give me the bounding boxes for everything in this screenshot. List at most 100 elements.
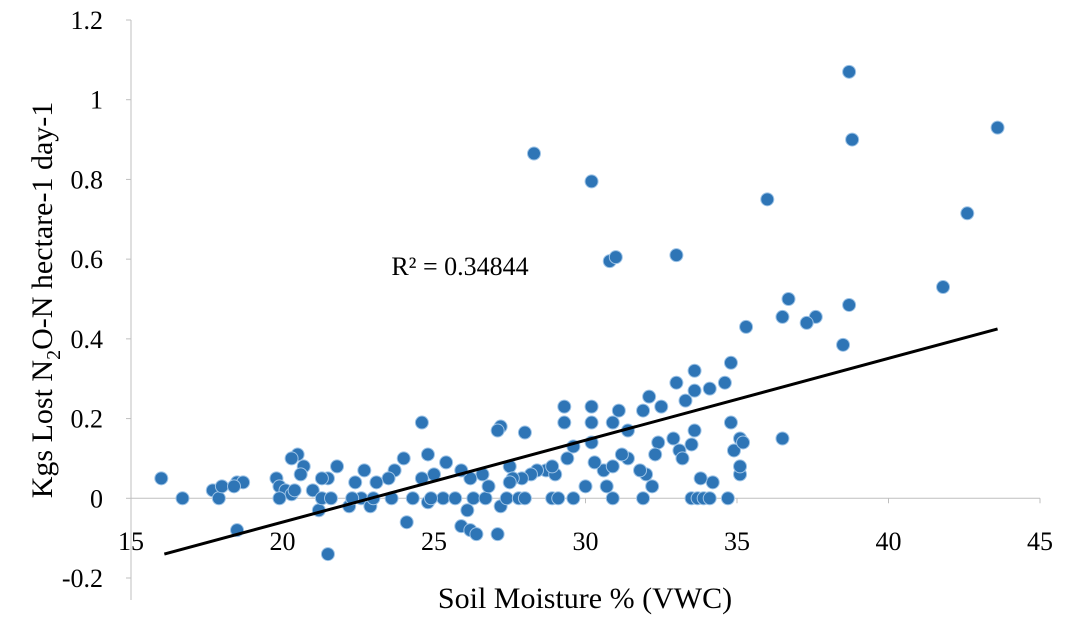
- data-point: [305, 483, 320, 498]
- data-point: [678, 393, 693, 408]
- data-point: [799, 315, 814, 330]
- data-point: [990, 120, 1005, 135]
- data-point: [420, 447, 435, 462]
- y-axis-label: Kgs Lost N2O-N hectare-1 day-1: [26, 102, 65, 499]
- data-point: [648, 447, 663, 462]
- x-tick-label: 15: [118, 527, 144, 556]
- data-point: [587, 455, 602, 470]
- data-point: [633, 463, 648, 478]
- data-point: [687, 363, 702, 378]
- data-point: [739, 319, 754, 334]
- x-tick-label: 35: [724, 527, 750, 556]
- data-point: [399, 515, 414, 530]
- y-label-part: Kgs Lost N: [26, 360, 59, 498]
- data-point: [357, 463, 372, 478]
- data-point: [423, 491, 438, 506]
- data-point: [651, 435, 666, 450]
- data-point: [636, 403, 651, 418]
- data-point: [211, 491, 226, 506]
- data-point: [566, 491, 581, 506]
- data-point: [396, 451, 411, 466]
- data-point: [466, 491, 481, 506]
- data-point: [693, 471, 708, 486]
- data-point: [369, 475, 384, 490]
- data-point: [960, 206, 975, 221]
- data-point: [214, 479, 229, 494]
- data-point: [323, 491, 338, 506]
- data-point: [348, 475, 363, 490]
- data-point: [611, 403, 626, 418]
- data-point: [557, 399, 572, 414]
- data-point: [836, 337, 851, 352]
- y-tick-label: 0.2: [71, 405, 104, 434]
- data-point: [545, 459, 560, 474]
- data-point: [499, 491, 514, 506]
- data-point: [605, 491, 620, 506]
- data-point: [642, 389, 657, 404]
- data-point: [330, 459, 345, 474]
- data-point: [175, 491, 190, 506]
- x-tick-label: 40: [876, 527, 902, 556]
- data-point: [526, 146, 541, 161]
- data-point: [460, 503, 475, 518]
- data-point: [227, 479, 242, 494]
- data-point: [490, 527, 505, 542]
- data-point: [560, 451, 575, 466]
- data-point: [405, 491, 420, 506]
- data-point: [669, 375, 684, 390]
- y-tick-label: 1: [90, 86, 103, 115]
- y-tick-label: 0.8: [71, 165, 104, 194]
- data-point: [605, 415, 620, 430]
- data-point: [733, 459, 748, 474]
- data-point: [723, 355, 738, 370]
- data-point: [599, 479, 614, 494]
- data-point: [557, 415, 572, 430]
- data-point: [666, 431, 681, 446]
- data-point: [551, 491, 566, 506]
- data-point: [608, 250, 623, 265]
- data-point: [775, 309, 790, 324]
- y-tick-label: 1.2: [71, 6, 104, 35]
- data-point: [314, 471, 329, 486]
- trendline: [163, 327, 998, 556]
- data-point: [614, 447, 629, 462]
- y-tick-label: 0.4: [71, 325, 104, 354]
- data-point: [502, 475, 517, 490]
- x-tick-label: 20: [270, 527, 296, 556]
- data-point: [760, 192, 775, 207]
- y-tick-label: 0.6: [71, 245, 104, 274]
- data-point: [654, 399, 669, 414]
- data-point: [684, 437, 699, 452]
- data-point: [705, 475, 720, 490]
- data-point: [726, 443, 741, 458]
- data-point: [381, 471, 396, 486]
- data-point: [448, 491, 463, 506]
- data-point: [636, 491, 651, 506]
- data-point: [469, 527, 484, 542]
- x-tick-label: 25: [421, 527, 447, 556]
- data-point: [517, 491, 532, 506]
- data-point: [702, 491, 717, 506]
- data-point: [478, 491, 493, 506]
- data-point: [481, 479, 496, 494]
- data-point: [293, 467, 308, 482]
- y-label-part: O-N hectare-1 day-1: [26, 102, 59, 350]
- y-tick-label: -0.2: [62, 564, 103, 593]
- data-point: [702, 381, 717, 396]
- data-point: [736, 435, 751, 450]
- data-point: [675, 451, 690, 466]
- data-point: [272, 491, 287, 506]
- data-point: [436, 491, 451, 506]
- data-point: [414, 415, 429, 430]
- data-point: [781, 292, 796, 306]
- y-tick-label: 0: [90, 484, 103, 513]
- x-tick-label: 45: [1027, 527, 1053, 556]
- data-point: [320, 547, 335, 562]
- data-point: [645, 479, 660, 494]
- data-point: [154, 471, 169, 486]
- data-point: [669, 248, 684, 263]
- data-point: [717, 375, 732, 390]
- data-point: [584, 415, 599, 430]
- data-point: [842, 297, 857, 312]
